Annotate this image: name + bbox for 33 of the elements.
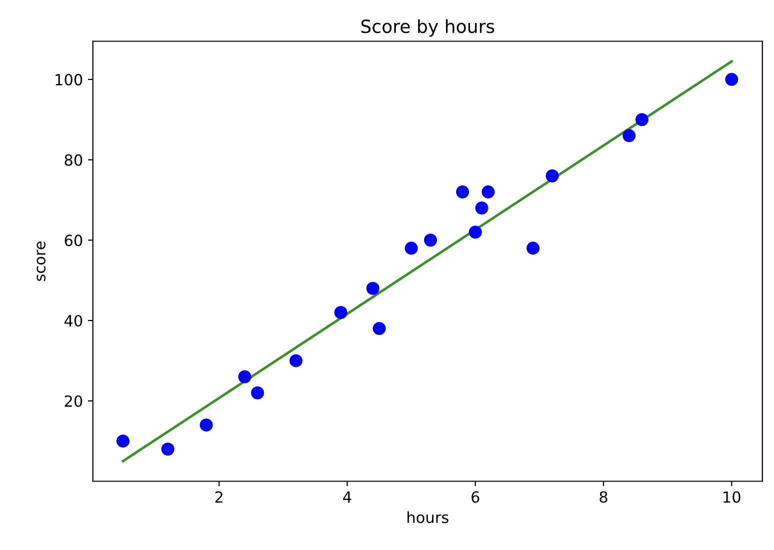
point: [456, 185, 470, 198]
y-axis-title: score: [36, 242, 46, 281]
x-axis-title: hours: [408, 511, 448, 524]
point: [526, 242, 540, 255]
point: [622, 129, 636, 142]
y-tick-label: 20: [64, 395, 82, 407]
point: [334, 306, 348, 319]
y-tick-label: 80: [64, 154, 82, 166]
point: [725, 72, 738, 86]
x-tick-label: 8: [600, 491, 608, 503]
point: [635, 113, 648, 126]
point: [200, 418, 213, 432]
x-tick-label: 6: [472, 491, 480, 503]
point: [116, 434, 130, 448]
point: [482, 185, 495, 198]
point: [366, 282, 380, 295]
point: [238, 370, 252, 384]
x-tick-label: 2: [215, 491, 222, 503]
point: [372, 322, 386, 336]
y-tick-label: 60: [64, 234, 82, 246]
point: [161, 442, 174, 456]
point: [475, 202, 488, 215]
chart-title: Score by hours: [361, 19, 494, 37]
point: [546, 169, 559, 182]
point: [424, 234, 438, 247]
point: [289, 354, 302, 368]
x-tick-label: 4: [343, 491, 352, 503]
y-tick-label: 100: [56, 74, 82, 86]
point: [251, 386, 264, 400]
point: [404, 242, 418, 255]
point: [468, 226, 482, 239]
x-tick-label: 10: [724, 491, 740, 503]
y-tick-label: 40: [64, 314, 82, 327]
